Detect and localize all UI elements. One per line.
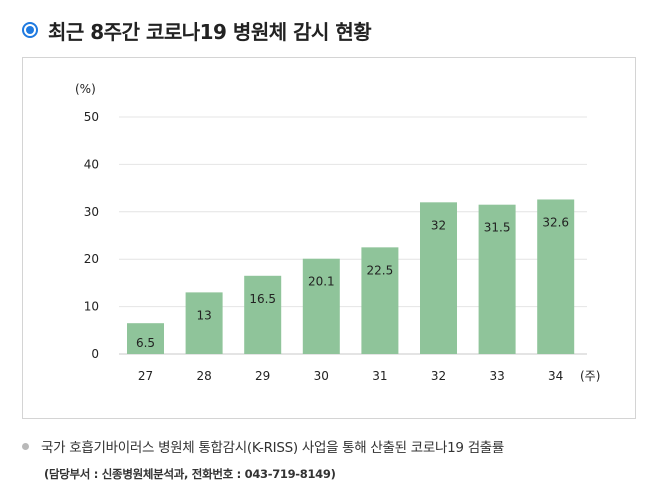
chart-heading: 최근 8주간 코로나19 병원체 감시 현황 bbox=[22, 14, 372, 46]
chart-container: 0 10 20 30 40 50 (%) 6.5 27 13 28 16.5 29 20.1 30 22.5 3… bbox=[22, 57, 636, 419]
bar-data-label: 20.1 bbox=[308, 275, 335, 289]
bar bbox=[537, 199, 575, 354]
x-tick-label: 30 bbox=[314, 369, 329, 383]
bar bbox=[361, 247, 399, 354]
y-tick-label: 20 bbox=[84, 252, 99, 266]
footnote-bullet-icon bbox=[22, 442, 29, 450]
y-tick-label: 40 bbox=[84, 157, 99, 171]
bar bbox=[244, 275, 282, 354]
x-axis-label: (주) bbox=[580, 369, 600, 383]
x-tick-label: 32 bbox=[431, 369, 446, 383]
footnote-text: 국가 호흡기바이러스 병원체 통합감시(K-RISS) 사업을 통해 산출된 코… bbox=[41, 440, 505, 456]
y-tick-label: 30 bbox=[84, 205, 99, 219]
bar-data-label: 16.5 bbox=[249, 292, 276, 306]
bar bbox=[478, 204, 516, 354]
bar bbox=[127, 323, 164, 354]
footnote: 국가 호흡기바이러스 병원체 통합감시(K-RISS) 사업을 통해 산출된 코… bbox=[22, 436, 504, 456]
x-tick-label: 31 bbox=[372, 369, 387, 383]
bullet-icon bbox=[22, 22, 38, 38]
bar-data-label: 6.5 bbox=[136, 336, 155, 350]
x-tick-label: 33 bbox=[489, 369, 504, 383]
y-axis-label: (%) bbox=[75, 82, 96, 96]
bar-data-label: 31.5 bbox=[484, 221, 511, 235]
y-tick-label: 10 bbox=[84, 300, 99, 314]
contact-info: (담당부서 : 신종병원체분석과, 전화번호 : 043-719-8149) bbox=[44, 467, 336, 481]
bar-data-label: 32 bbox=[431, 218, 446, 232]
x-tick-label: 28 bbox=[196, 369, 211, 383]
bar-data-label: 32.6 bbox=[542, 215, 569, 229]
page-title: 최근 8주간 코로나19 병원체 감시 현황 bbox=[48, 19, 372, 44]
x-tick-label: 29 bbox=[255, 369, 270, 383]
x-tick-label: 34 bbox=[548, 369, 563, 383]
x-tick-label: 27 bbox=[138, 369, 153, 383]
bar-data-label: 13 bbox=[196, 308, 211, 322]
bar bbox=[420, 202, 457, 354]
bar bbox=[185, 292, 223, 354]
bar bbox=[302, 258, 340, 354]
y-tick-label: 0 bbox=[91, 347, 99, 361]
bar-data-label: 22.5 bbox=[367, 263, 394, 277]
y-tick-label: 50 bbox=[84, 110, 99, 124]
bar-chart: 0 10 20 30 40 50 (%) 6.5 27 13 28 16.5 29 20.1 30 22.5 3… bbox=[75, 82, 600, 383]
